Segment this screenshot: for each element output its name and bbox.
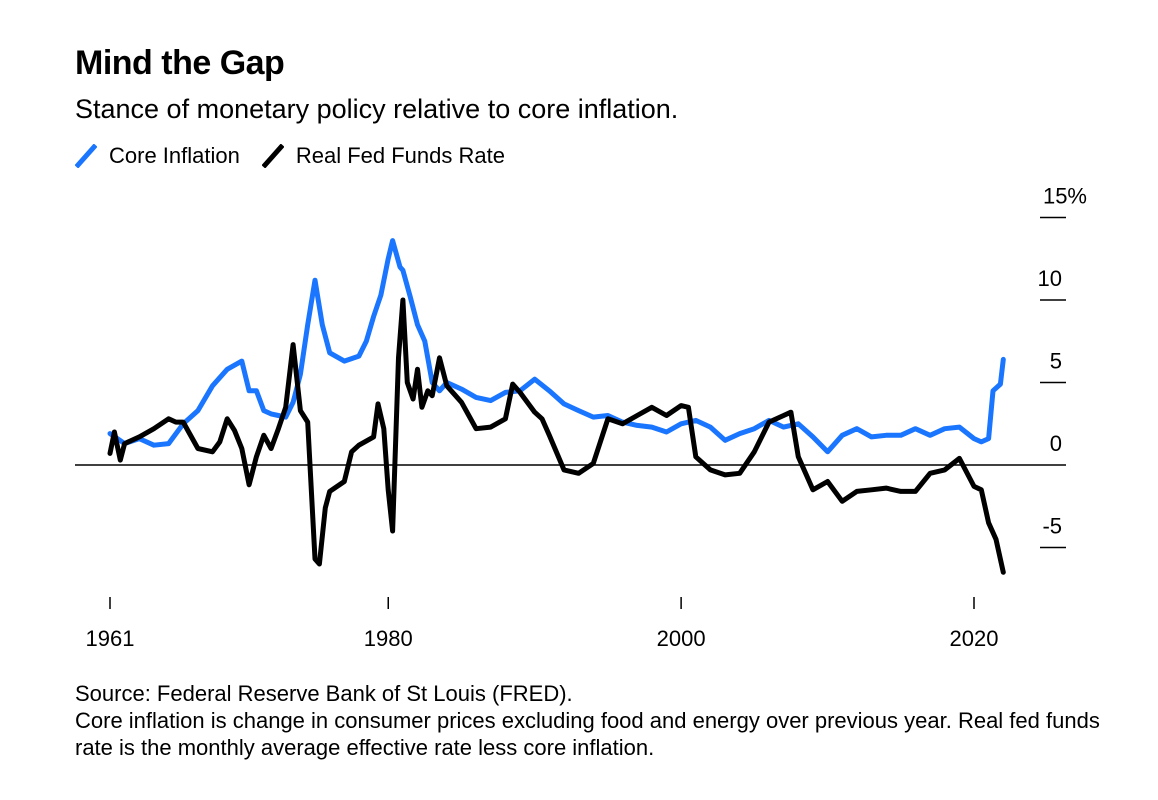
chart-footer: Source: Federal Reserve Bank of St Louis… xyxy=(75,680,1135,761)
chart-title: Mind the Gap xyxy=(75,44,285,82)
methodology-note: Core inflation is change in consumer pri… xyxy=(75,708,1100,760)
y-axis: -5 0 5 10 15% xyxy=(1038,184,1087,549)
legend-item-real-fed-funds: Real Fed Funds Rate xyxy=(261,143,505,169)
legend-item-core-inflation: Core Inflation xyxy=(75,143,240,169)
y-tick-label: 10 xyxy=(1038,266,1062,291)
legend-label-core-inflation: Core Inflation xyxy=(109,143,240,168)
y-tick-label: 15% xyxy=(1043,184,1087,209)
real-fed-funds-swatch-icon xyxy=(261,144,284,168)
y-tick-label: 5 xyxy=(1050,349,1062,374)
x-tick-label: 1961 xyxy=(86,626,135,651)
chart-subtitle: Stance of monetary policy relative to co… xyxy=(75,94,679,124)
x-axis: 1961 1980 2000 2020 xyxy=(86,597,999,651)
legend-label-real-fed-funds: Real Fed Funds Rate xyxy=(295,143,505,168)
chart-legend: Core Inflation Real Fed Funds Rate xyxy=(75,143,527,169)
series-group xyxy=(107,238,1006,575)
x-tick-label: 2000 xyxy=(657,626,706,651)
x-tick-label: 2020 xyxy=(950,626,999,651)
y-tick-label: 0 xyxy=(1050,431,1062,456)
core-inflation-swatch-icon xyxy=(75,144,97,168)
y-tick-label: -5 xyxy=(1042,514,1062,539)
core-inflation-line xyxy=(107,238,1006,455)
source-note: Source: Federal Reserve Bank of St Louis… xyxy=(75,681,573,706)
real-fed-funds-line xyxy=(107,297,1006,575)
x-tick-label: 1980 xyxy=(364,626,413,651)
